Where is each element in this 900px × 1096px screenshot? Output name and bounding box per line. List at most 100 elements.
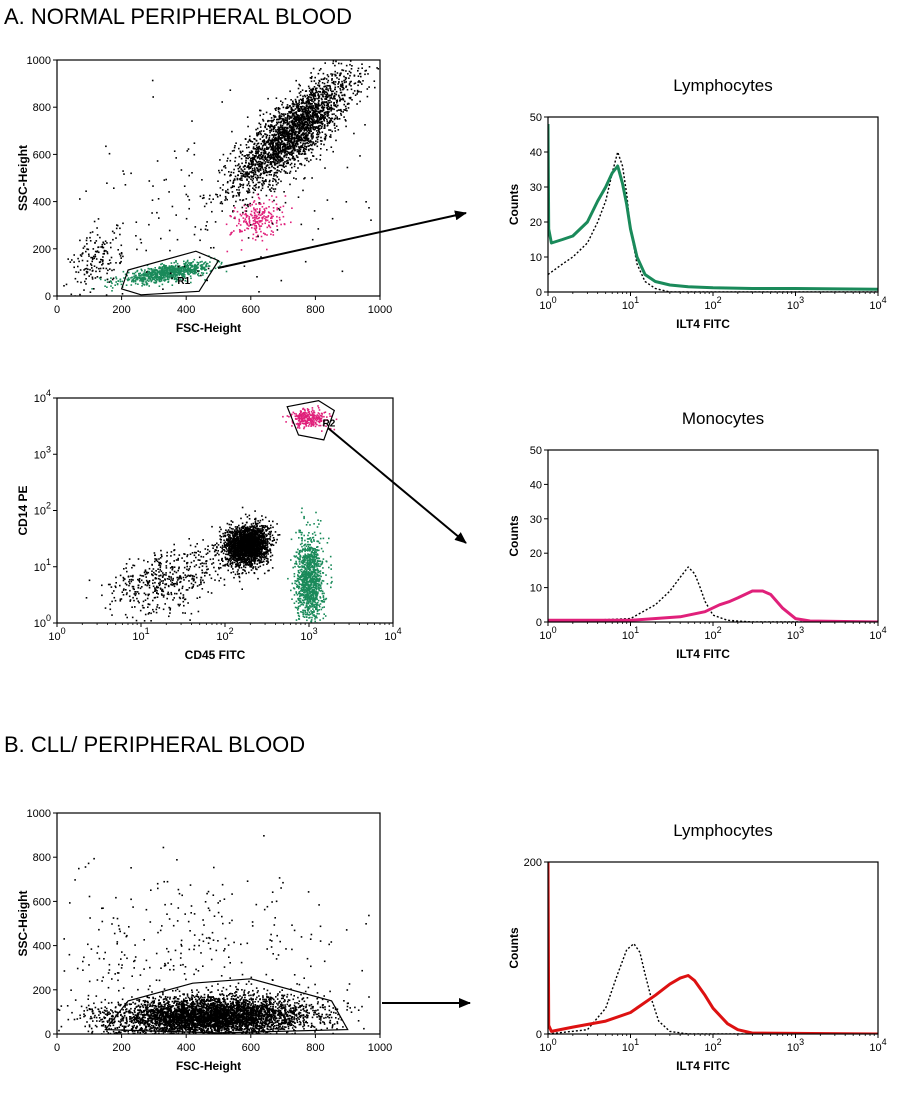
- data-point: [327, 114, 330, 116]
- data-point: [335, 74, 337, 77]
- data-point: [190, 271, 192, 273]
- data-point: [295, 120, 298, 123]
- data-point: [270, 213, 273, 216]
- data-point: [330, 110, 332, 112]
- data-point: [316, 108, 319, 110]
- data-point: [353, 90, 356, 92]
- data-point: [300, 163, 303, 166]
- data-point: [271, 119, 273, 122]
- data-point: [120, 257, 122, 259]
- data-point: [297, 119, 300, 122]
- data-point: [289, 90, 291, 93]
- data-point: [274, 138, 276, 141]
- data-point: [234, 175, 237, 178]
- data-point: [259, 123, 262, 126]
- data-point: [311, 98, 313, 101]
- data-point: [293, 122, 296, 124]
- data-point: [303, 113, 305, 116]
- data-point: [329, 87, 331, 90]
- data-point: [373, 80, 376, 82]
- data-point: [321, 140, 323, 142]
- y-tick-value: 0: [45, 291, 51, 303]
- data-point: [206, 221, 208, 223]
- data-point: [93, 220, 96, 223]
- data-point: [269, 113, 272, 115]
- data-point: [142, 280, 145, 283]
- data-point: [281, 160, 283, 162]
- data-point: [269, 127, 271, 129]
- data-point: [102, 253, 105, 255]
- data-point: [230, 566, 233, 568]
- data-point: [349, 96, 352, 99]
- data-point: [271, 143, 273, 145]
- data-point: [91, 231, 94, 233]
- data-point: [329, 99, 331, 101]
- data-point: [147, 278, 150, 280]
- data-point: [254, 510, 256, 512]
- data-point: [191, 268, 194, 271]
- data-point: [244, 155, 247, 157]
- data-point: [273, 162, 276, 165]
- data-point: [226, 160, 228, 162]
- data-point: [329, 107, 331, 109]
- data-point: [317, 133, 320, 136]
- data-point: [261, 239, 264, 242]
- data-point: [308, 105, 311, 107]
- data-point: [311, 238, 314, 241]
- data-point: [265, 133, 267, 136]
- data-point: [244, 570, 246, 572]
- data-point: [253, 211, 256, 214]
- data-point: [164, 264, 167, 267]
- x-tick-label: 400: [177, 304, 195, 316]
- data-point: [96, 250, 99, 252]
- data-point: [193, 267, 196, 270]
- data-point: [289, 112, 292, 114]
- data-point: [83, 273, 86, 276]
- data-point: [259, 220, 262, 222]
- data-point: [281, 168, 283, 171]
- data-point: [235, 532, 238, 534]
- data-point: [265, 555, 268, 557]
- data-point: [241, 179, 243, 181]
- data-point: [276, 215, 278, 218]
- data-point: [164, 267, 167, 269]
- data-point: [154, 267, 156, 269]
- data-point: [331, 217, 334, 220]
- data-point: [296, 122, 299, 124]
- data-point: [266, 164, 269, 166]
- data-point: [297, 106, 300, 108]
- data-point: [361, 83, 363, 85]
- data-point: [270, 156, 273, 158]
- data-point: [84, 268, 87, 270]
- data-point: [272, 144, 274, 146]
- data-point: [65, 283, 68, 286]
- data-point: [145, 282, 148, 285]
- data-point: [282, 117, 284, 120]
- data-point: [278, 147, 280, 149]
- data-point: [206, 229, 209, 231]
- data-point: [141, 285, 143, 287]
- data-point: [293, 123, 295, 126]
- data-point: [306, 137, 309, 140]
- data-point: [272, 188, 275, 190]
- data-point: [294, 158, 296, 161]
- data-point: [293, 140, 296, 142]
- data-point: [111, 287, 114, 289]
- data-point: [252, 158, 254, 160]
- data-point: [288, 130, 290, 133]
- data-point: [277, 148, 279, 151]
- data-point: [303, 94, 306, 97]
- data-point: [280, 113, 283, 115]
- data-point: [303, 133, 306, 136]
- data-point: [280, 120, 283, 123]
- data-point: [256, 193, 259, 196]
- data-point: [224, 195, 227, 198]
- data-point: [334, 104, 336, 107]
- data-point: [252, 154, 254, 156]
- data-point: [305, 113, 307, 116]
- data-point: [307, 133, 309, 136]
- data-point: [193, 233, 196, 236]
- data-point: [243, 155, 246, 157]
- data-point: [265, 207, 268, 210]
- data-point: [277, 182, 279, 184]
